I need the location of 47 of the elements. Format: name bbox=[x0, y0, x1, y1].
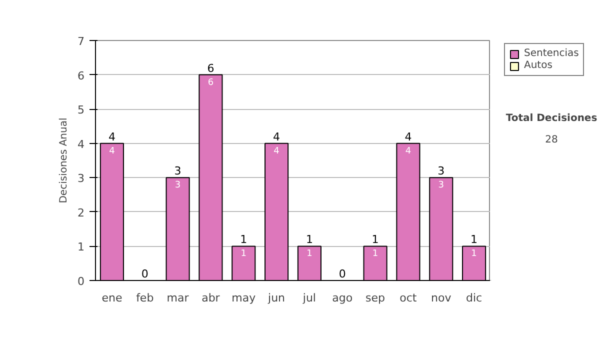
total-label: 0 bbox=[141, 268, 148, 280]
x-tick-label: mar bbox=[166, 292, 190, 304]
total-label: 1 bbox=[470, 233, 478, 246]
y-axis-title: Decisiones Anual bbox=[58, 118, 70, 204]
y-tick-label: 6 bbox=[78, 69, 84, 82]
data-label: 3 bbox=[438, 180, 444, 191]
y-tick-label: 2 bbox=[78, 206, 84, 220]
x-tick-label: may bbox=[232, 292, 256, 304]
text: 28 bbox=[545, 134, 558, 146]
legend-label: Sentencias bbox=[524, 48, 579, 59]
data-label: 1 bbox=[240, 249, 246, 260]
data-label: 4 bbox=[405, 146, 412, 156]
x-tick-label: dic bbox=[466, 292, 482, 304]
legend-label: Autos bbox=[524, 60, 552, 71]
total-label: 6 bbox=[207, 62, 214, 75]
data-label: 4 bbox=[274, 146, 280, 156]
x-tick-label: abr bbox=[202, 292, 220, 304]
total-label: 1 bbox=[372, 233, 379, 246]
y-tick-label: 0 bbox=[78, 275, 84, 288]
data-label: 4 bbox=[109, 146, 116, 156]
total-label: 4 bbox=[404, 130, 412, 144]
x-tick-label: sep bbox=[366, 292, 386, 304]
y-tick-label: 1 bbox=[78, 240, 84, 254]
total-label: 3 bbox=[438, 164, 445, 178]
data-label: 1 bbox=[471, 249, 477, 260]
total-label: 3 bbox=[174, 164, 182, 178]
x-tick-label: jun bbox=[267, 292, 286, 304]
x-tick-label: ago bbox=[332, 292, 353, 304]
total-label: 4 bbox=[273, 130, 280, 144]
x-tick-label: feb bbox=[136, 292, 154, 304]
y-tick-label: 3 bbox=[78, 172, 84, 186]
total-label: 1 bbox=[240, 233, 248, 246]
y-tick-label: 5 bbox=[78, 104, 84, 117]
text: Total Decisiones bbox=[506, 113, 598, 124]
x-tick-label: nov bbox=[431, 292, 452, 304]
x-tick-label: ene bbox=[102, 292, 122, 304]
data-label: 1 bbox=[306, 249, 312, 260]
total-label: 4 bbox=[108, 130, 116, 144]
y-tick-label: 4 bbox=[78, 138, 84, 151]
y-tick-label: 7 bbox=[78, 35, 84, 48]
x-tick-label: jul bbox=[302, 292, 316, 304]
total-label: 0 bbox=[338, 268, 346, 280]
data-label: 6 bbox=[208, 78, 214, 88]
total-label: 1 bbox=[306, 233, 313, 246]
x-tick-label: oct bbox=[400, 292, 418, 304]
data-label: 1 bbox=[372, 249, 378, 260]
data-label: 3 bbox=[174, 180, 181, 191]
